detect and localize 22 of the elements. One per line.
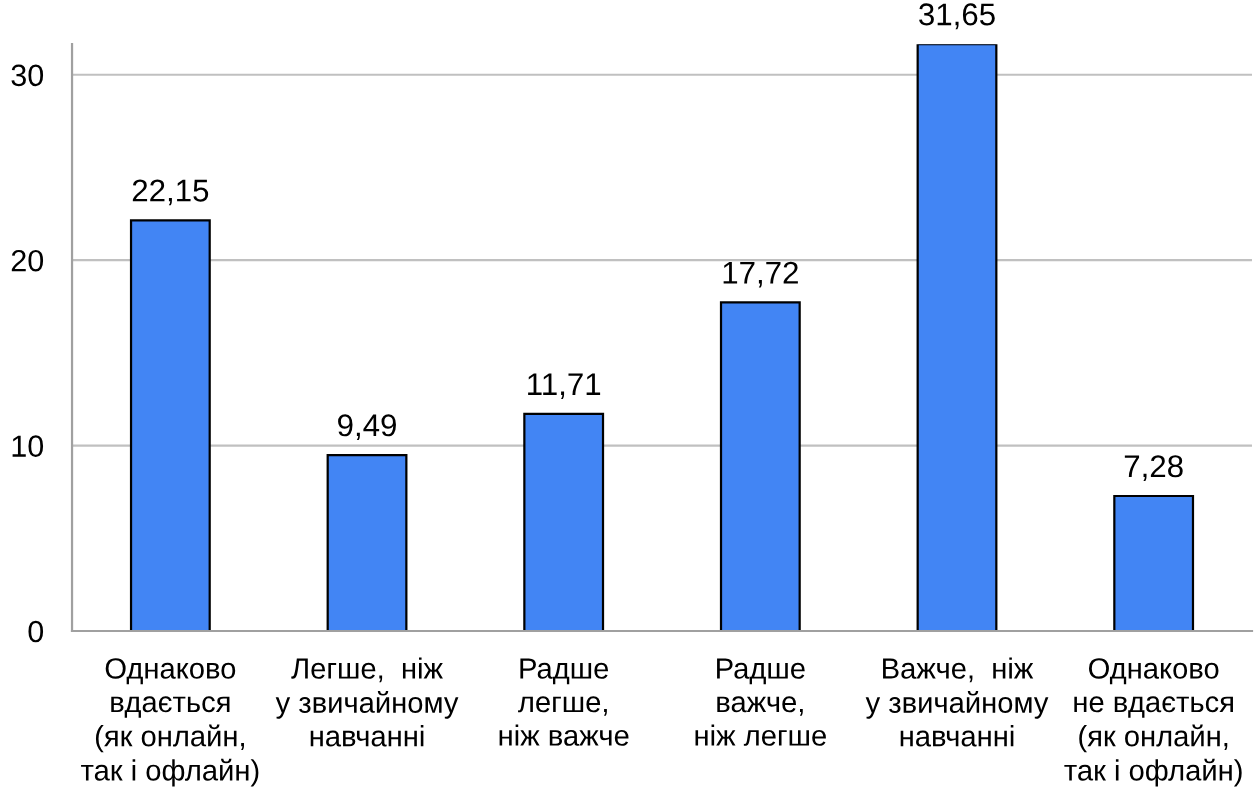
x-tick-label: Радше легше, ніж важче xyxy=(499,658,629,746)
bar xyxy=(523,412,605,631)
x-tick-label: Легше, ніж у звичайному навчанні xyxy=(275,657,459,747)
x-tick-label: Однаково не вдається (як онлайн, так і офлайн) xyxy=(1064,658,1242,787)
data-label: 22,15 xyxy=(132,179,209,206)
bar xyxy=(719,301,801,631)
y-tick-label: 0 xyxy=(28,620,44,643)
data-label: 31,65 xyxy=(919,3,995,30)
x-tick-label: Радше важче, ніж легше xyxy=(695,658,826,746)
x-tick-label: Однаково вдається (як онлайн, так і офлайн) xyxy=(81,658,259,787)
y-tick-label: 30 xyxy=(11,64,44,87)
data-label: 17,72 xyxy=(723,261,798,288)
data-label: 9,49 xyxy=(338,414,396,441)
bar xyxy=(916,44,998,631)
bar xyxy=(326,453,408,631)
y-tick-label: 10 xyxy=(12,435,44,457)
x-tick-label: Важче, ніж у звичайному навчанні xyxy=(865,657,1049,747)
y-tick-label: 20 xyxy=(11,249,44,272)
data-label: 7,28 xyxy=(1124,455,1183,482)
bar xyxy=(129,219,211,631)
data-label: 11,71 xyxy=(528,373,601,399)
bar xyxy=(1113,494,1195,631)
